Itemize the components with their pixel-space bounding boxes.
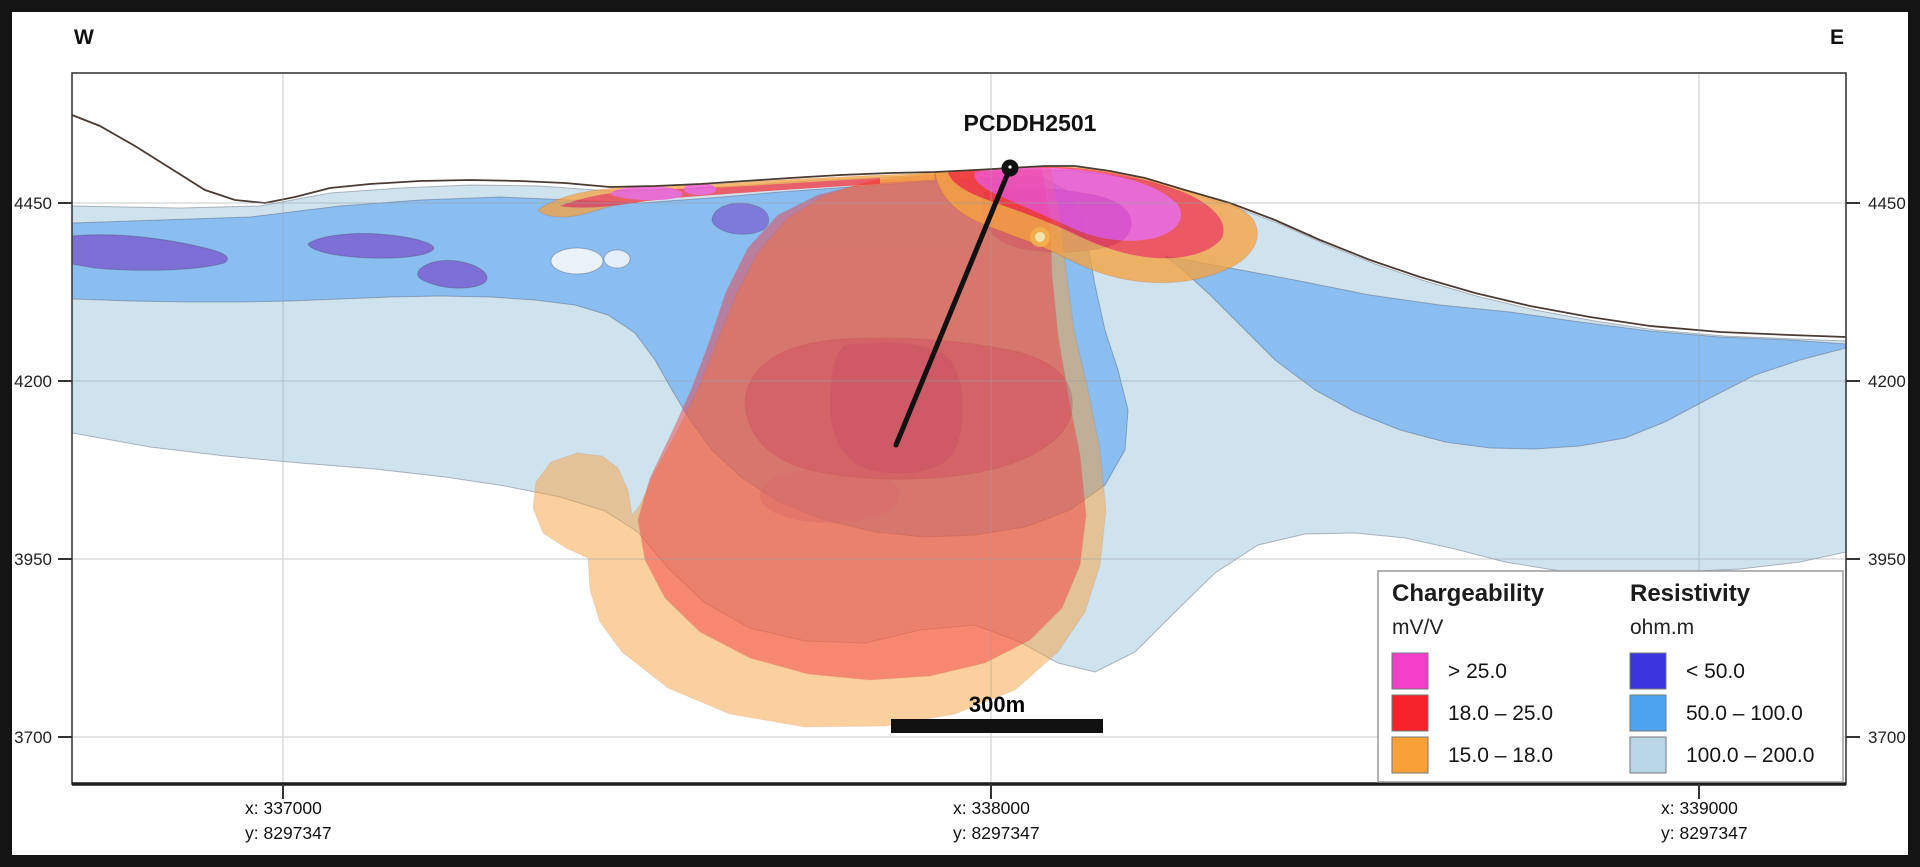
chargeability-layer [532,165,1258,728]
chargeability-18-25-deep [637,168,1087,681]
elev-label-4200-right: 4200 [1868,372,1906,391]
scale-bar-rect [891,719,1103,733]
scale-bar-label: 300m [969,692,1025,717]
chargeability-15-18-deep [532,166,1107,728]
legend-label-charge-18-25: 18.0 – 25.0 [1448,702,1553,725]
resistivity-50-100-east-body [1164,255,1846,450]
elevation-axis-left: 4450 4200 3950 3700 [14,194,52,747]
elev-label-4450-left: 4450 [14,194,52,213]
legend-label-charge-15-18: 15.0 – 18.0 [1448,744,1553,767]
east-label: E [1830,26,1844,49]
legend-box [1377,570,1844,783]
elev-label-4450-right: 4450 [1868,194,1906,213]
chargeability-gt25-spot-2 [684,183,716,195]
station-3-y: y: 8297347 [1661,823,1748,843]
elev-label-3700-right: 3700 [1868,728,1906,747]
station-3-x: x: 339000 [1661,798,1738,818]
resistivity-high-hole-2 [603,249,631,269]
chargeability-15-18-column [532,166,1107,728]
legend-swatch-res-lt50 [1629,652,1667,690]
axis-ticks [58,202,1860,799]
chargeability-18-25-column [637,168,1087,681]
terrain-line [71,114,1847,338]
plot-frame [58,72,1860,799]
drillhole-collar-highlight [1008,165,1012,169]
station-1-x: x: 337000 [245,798,322,818]
elev-label-3700-left: 3700 [14,728,52,747]
resistivity-lt50-lens-1 [307,233,435,259]
legend-label-charge-gt25: > 25.0 [1448,660,1507,683]
legend-chargeability-title: Chargeability [1392,580,1545,607]
legend-label-res-100-200: 100.0 – 200.0 [1686,744,1814,767]
elevation-axis-right: 4450 4200 3950 3700 [1868,194,1906,747]
resistivity-lt50-left-lens [72,234,228,271]
station-1-y: y: 8297347 [245,823,332,843]
elev-label-3950-left: 3950 [14,550,52,569]
legend-swatch-charge-15-18 [1391,736,1429,774]
chargeability-gt25-cap [974,167,1182,241]
station-2-x: x: 338000 [953,798,1030,818]
legend-chargeability-units: mV/V [1392,616,1443,639]
legend-resistivity-units: ohm.m [1630,616,1694,639]
drillhole-trace [893,165,1013,448]
resistivity-lt50-finger-lens [711,202,770,235]
legend-resistivity-title: Resistivity [1630,580,1751,607]
drillhole-label: PCDDH2501 [964,110,1097,136]
legend-label-res-50-100: 50.0 – 100.0 [1686,702,1803,725]
orange-eye-inner [1035,232,1045,242]
chargeability-18-25-band [560,178,880,208]
chargeability-gt25-spot-1 [610,186,683,201]
legend-label-res-lt50: < 50.0 [1686,660,1745,683]
chargeability-summit-cap [934,165,1258,284]
station-axis: x: 337000 y: 8297347 x: 338000 y: 829734… [245,798,1748,843]
legend-swatch-charge-18-25 [1391,694,1429,732]
elev-label-4200-left: 4200 [14,372,52,391]
west-label: W [74,26,94,49]
elev-label-3950-right: 3950 [1868,550,1906,569]
legend: Chargeability mV/V > 25.0 18.0 – 25.0 15… [1377,570,1844,783]
drillhole: PCDDH2501 [893,110,1097,448]
legend-swatch-charge-gt25 [1391,652,1429,690]
chargeability-surface-band [537,172,936,218]
geology-layers [72,165,1846,728]
legend-swatch-res-100-200 [1629,736,1667,774]
station-2-y: y: 8297347 [953,823,1040,843]
resistivity-high-hole-1 [550,247,604,275]
resistivity-lt50-lens-2 [417,259,488,289]
scale-bar: 300m [891,692,1103,733]
legend-swatch-res-50-100 [1629,694,1667,732]
